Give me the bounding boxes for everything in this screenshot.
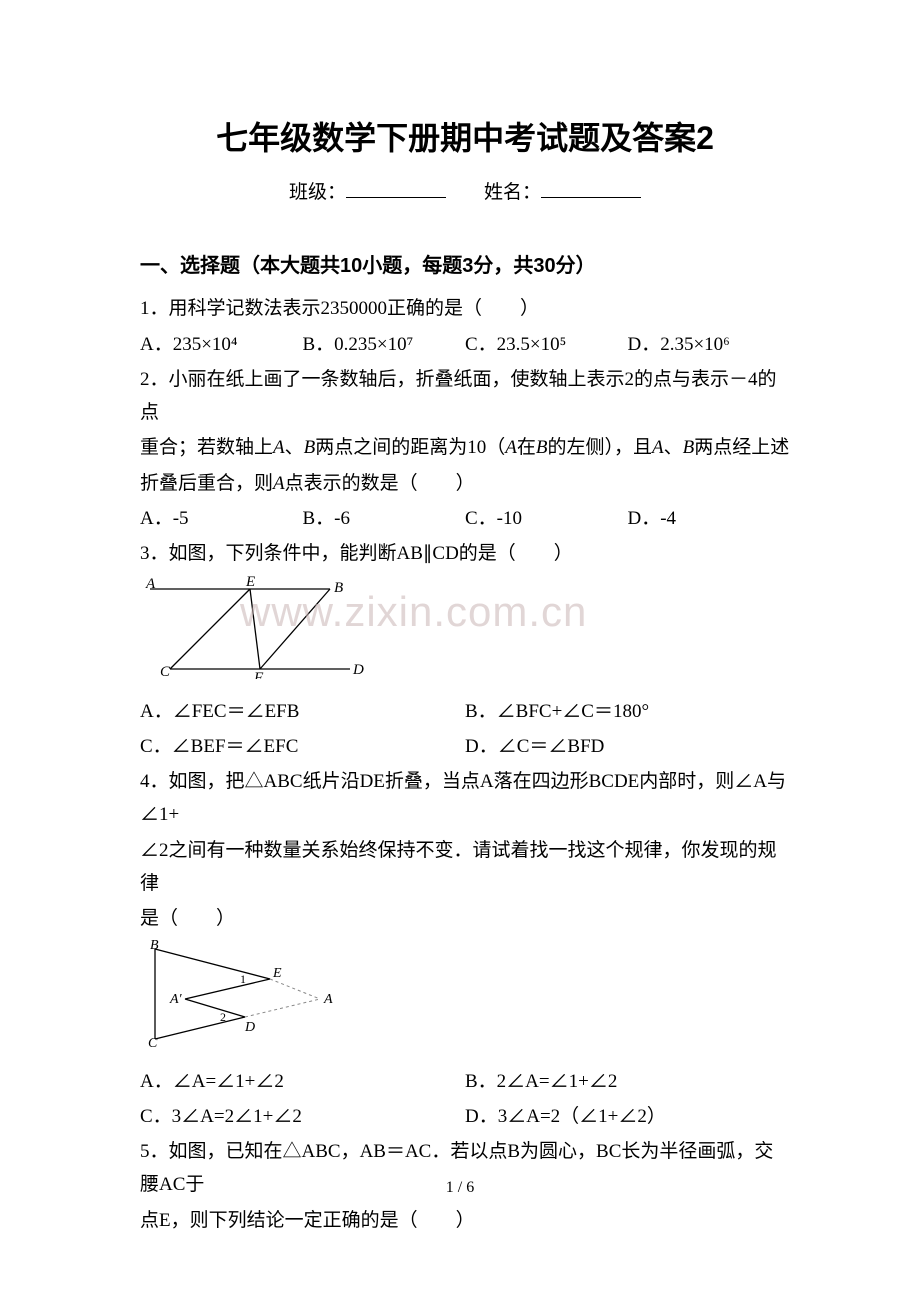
q3-options-2: C．∠BEF＝∠EFC D．∠C＝∠BFD <box>140 730 790 763</box>
q2-l2-c: 、 <box>285 437 304 458</box>
q3-lbl-A: A <box>145 576 156 592</box>
page-footer: 1 / 6 <box>0 1174 920 1202</box>
q3-opt-a: A．∠FEC＝∠EFB <box>140 695 465 728</box>
q1-opt-b: B．0.235×10⁷ <box>303 328 466 361</box>
q4-lbl-B: B <box>150 939 159 953</box>
q4-line3: 是（ ） <box>140 902 790 935</box>
q2-opt-c: C．-10 <box>465 502 628 535</box>
q4-opt-c: C．3∠A=2∠1+∠2 <box>140 1100 465 1133</box>
q2-line1: 2．小丽在纸上画了一条数轴后，折叠纸面，使数轴上表示2的点与表示－4的点 <box>140 363 790 430</box>
name-blank <box>541 179 641 198</box>
q2-options: A．-5 B．-6 C．-10 D．-4 <box>140 502 790 535</box>
q2-l3-b: A <box>273 473 285 494</box>
q3-lbl-B: B <box>334 580 343 596</box>
q3-options-1: A．∠FEC＝∠EFB B．∠BFC+∠C＝180° <box>140 695 790 728</box>
subtitle-row: 班级： 姓名： <box>140 176 790 209</box>
q4-lbl-A: A <box>323 992 333 1007</box>
q3-lbl-C: C <box>160 664 171 679</box>
q4-opt-b: B．2∠A=∠1+∠2 <box>465 1065 790 1098</box>
q1-stem: 1．用科学记数法表示2350000正确的是（ ） <box>140 292 790 325</box>
q2-opt-b: B．-6 <box>303 502 466 535</box>
q1-opt-d: D．2.35×10⁶ <box>628 328 791 361</box>
q2-l2-e: 两点之间的距离为10（ <box>315 437 505 458</box>
q3-lbl-D: D <box>352 662 364 678</box>
q2-l2-j: A <box>652 437 664 458</box>
name-label: 姓名： <box>484 182 541 203</box>
q3-opt-d: D．∠C＝∠BFD <box>465 730 790 763</box>
q3-stem: 3．如图，下列条件中，能判断AB∥CD的是（ ） <box>140 537 790 570</box>
q2-l3-c: 点表示的数是（ ） <box>285 473 475 494</box>
q4-lbl-1: 1 <box>240 972 246 986</box>
q2-l2-b: A <box>273 437 285 458</box>
q2-l2-a: 重合；若数轴上 <box>140 437 273 458</box>
q4-lbl-E: E <box>272 966 282 981</box>
q4-figure: B C E D A′ A 1 2 <box>140 939 790 1060</box>
q4-line2: ∠2之间有一种数量关系始终保持不变．请试着找一找这个规律，你发现的规律 <box>140 834 790 901</box>
q3-lbl-E: E <box>245 574 255 590</box>
q2-l2-d: B <box>304 437 316 458</box>
q5-line2: 点E，则下列结论一定正确的是（ ） <box>140 1204 790 1237</box>
q3-lbl-F: F <box>253 670 264 679</box>
q1-opt-c: C．23.5×10⁵ <box>465 328 628 361</box>
q1-opt-a: A．235×10⁴ <box>140 328 303 361</box>
q2-l2-f: A <box>505 437 517 458</box>
section-1-header: 一、选择题（本大题共10小题，每题3分，共30分） <box>140 249 790 284</box>
q4-lbl-2: 2 <box>220 1010 226 1024</box>
q2-l2-g: 在 <box>517 437 536 458</box>
q4-lbl-D: D <box>244 1020 255 1035</box>
exam-title: 七年级数学下册期中考试题及答案2 <box>140 110 790 166</box>
q4-options-2: C．3∠A=2∠1+∠2 D．3∠A=2（∠1+∠2） <box>140 1100 790 1133</box>
q4-opt-a: A．∠A=∠1+∠2 <box>140 1065 465 1098</box>
q2-opt-a: A．-5 <box>140 502 303 535</box>
q4-lbl-Ap: A′ <box>169 992 183 1007</box>
q2-l2-h: B <box>536 437 548 458</box>
q4-opt-d: D．3∠A=2（∠1+∠2） <box>465 1100 790 1133</box>
class-label: 班级： <box>289 182 346 203</box>
q2-l2-i: 的左侧），且 <box>548 437 653 458</box>
q1-options: A．235×10⁴ B．0.235×10⁷ C．23.5×10⁵ D．2.35×… <box>140 328 790 361</box>
q2-line3: 折叠后重合，则A点表示的数是（ ） <box>140 467 790 500</box>
q4-lbl-C: C <box>148 1036 158 1049</box>
q2-opt-d: D．-4 <box>628 502 791 535</box>
q3-opt-b: B．∠BFC+∠C＝180° <box>465 695 790 728</box>
q2-l2-l: B <box>683 437 695 458</box>
q2-l2-m: 两点经上述 <box>694 437 789 458</box>
q3-figure: A E B C F D <box>140 574 790 690</box>
q4-options-1: A．∠A=∠1+∠2 B．2∠A=∠1+∠2 <box>140 1065 790 1098</box>
q4-line1: 4．如图，把△ABC纸片沿DE折叠，当点A落在四边形BCDE内部时，则∠A与∠1… <box>140 765 790 832</box>
q3-opt-c: C．∠BEF＝∠EFC <box>140 730 465 763</box>
class-blank <box>346 179 446 198</box>
q2-l3-a: 折叠后重合，则 <box>140 473 273 494</box>
q2-line2: 重合；若数轴上A、B两点之间的距离为10（A在B的左侧），且A、B两点经上述 <box>140 431 790 464</box>
q2-l2-k: 、 <box>664 437 683 458</box>
